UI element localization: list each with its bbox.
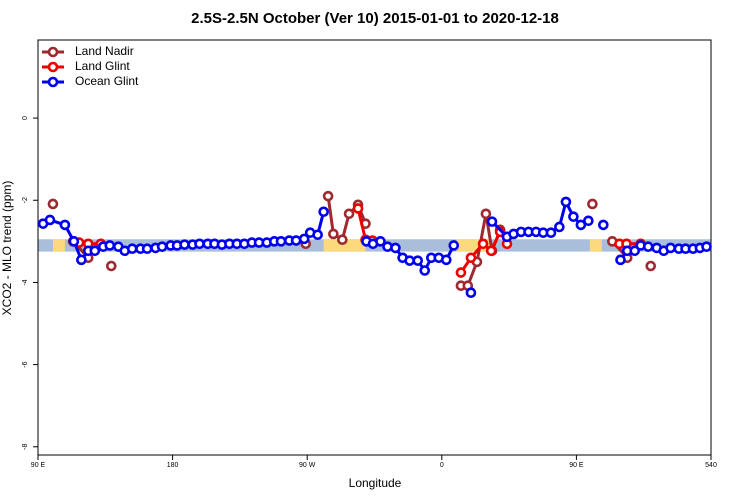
data-point	[59, 219, 71, 231]
data-point	[568, 211, 579, 222]
data-point	[47, 198, 59, 210]
data-point	[89, 245, 101, 257]
data-point	[575, 219, 587, 231]
data-point	[642, 241, 654, 252]
data-point	[486, 216, 498, 227]
data-point	[322, 190, 334, 202]
data-point	[44, 214, 56, 226]
y-tick-label: 0	[22, 116, 29, 120]
data-point	[312, 229, 323, 241]
data-point	[455, 267, 467, 278]
data-point	[598, 219, 609, 231]
data-point	[440, 254, 452, 266]
legend-marker	[47, 76, 59, 88]
data-point	[104, 240, 116, 251]
data-point	[465, 287, 477, 298]
data-point	[318, 206, 329, 218]
data-point	[448, 240, 460, 251]
x-tick-label: 540	[705, 462, 717, 469]
data-point	[615, 254, 626, 266]
data-point	[665, 242, 676, 254]
x-tick-label: 180	[167, 462, 179, 469]
x-axis-label: Longitude	[349, 476, 402, 490]
land-band	[52, 239, 65, 252]
y-tick-label: -4	[22, 279, 29, 285]
land-band	[589, 239, 602, 252]
data-point	[68, 236, 80, 247]
data-point	[587, 198, 598, 210]
legend-label: Land Glint	[75, 59, 130, 73]
x-tick-label: 90 E	[31, 462, 46, 469]
data-point	[337, 234, 348, 245]
data-point	[485, 245, 497, 257]
data-point	[328, 228, 339, 240]
data-point	[554, 221, 565, 233]
data-point	[298, 233, 310, 245]
y-axis-label: XCO2 - MLO trend (ppm)	[0, 181, 14, 316]
data-point	[480, 208, 492, 220]
series-line	[459, 228, 509, 274]
data-point	[105, 260, 117, 272]
legend-marker	[47, 46, 59, 58]
data-point	[352, 203, 364, 214]
data-point	[126, 243, 138, 255]
data-point	[375, 236, 386, 247]
data-point	[343, 208, 355, 220]
chart-title: 2.5S-2.5N October (Ver 10) 2015-01-01 to…	[191, 10, 559, 27]
land-band	[323, 239, 366, 252]
data-point	[412, 255, 424, 266]
data-point	[419, 265, 431, 276]
x-tick-label: 90 W	[299, 462, 316, 469]
data-point	[141, 243, 153, 255]
data-point	[465, 252, 477, 264]
data-point	[76, 254, 87, 266]
y-tick-label: -6	[22, 361, 29, 367]
data-point	[390, 242, 401, 254]
data-point	[290, 235, 302, 246]
x-tick-label: 0	[440, 462, 444, 469]
data-point	[156, 241, 168, 252]
y-tick-label: -2	[22, 197, 29, 203]
data-point	[275, 236, 287, 247]
data-point	[701, 241, 712, 252]
data-point	[583, 215, 594, 227]
y-tick-label: -8	[22, 444, 29, 450]
legend-label: Ocean Glint	[75, 74, 139, 88]
x-tick-label: 90 E	[569, 462, 584, 469]
data-point	[545, 227, 557, 239]
legend-marker	[47, 61, 59, 73]
data-point	[560, 196, 572, 208]
data-point	[194, 238, 205, 250]
data-point	[645, 260, 657, 272]
data-point	[477, 238, 489, 250]
legend-label: Land Nadir	[75, 44, 134, 58]
